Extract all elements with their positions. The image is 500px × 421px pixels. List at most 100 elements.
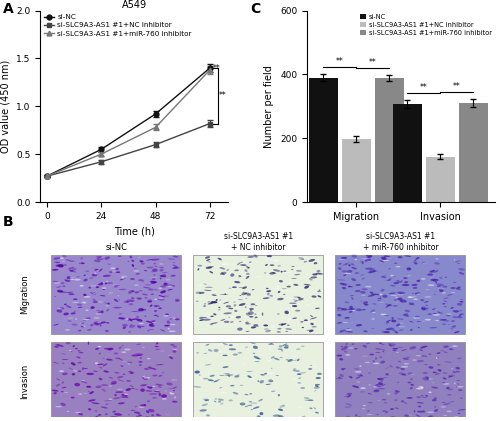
Ellipse shape	[356, 375, 364, 377]
Ellipse shape	[118, 299, 120, 300]
Ellipse shape	[341, 308, 347, 310]
Ellipse shape	[112, 271, 116, 272]
Ellipse shape	[52, 281, 58, 282]
Ellipse shape	[372, 303, 376, 305]
Ellipse shape	[257, 416, 261, 418]
Ellipse shape	[432, 399, 436, 401]
Ellipse shape	[348, 347, 354, 349]
Ellipse shape	[218, 401, 222, 403]
Ellipse shape	[373, 362, 379, 364]
Ellipse shape	[419, 349, 423, 351]
Ellipse shape	[275, 286, 280, 287]
Ellipse shape	[345, 331, 353, 333]
Ellipse shape	[381, 277, 386, 278]
Ellipse shape	[347, 309, 354, 310]
Ellipse shape	[396, 366, 400, 368]
Ellipse shape	[354, 272, 359, 274]
Ellipse shape	[273, 260, 279, 261]
Ellipse shape	[312, 296, 316, 298]
Ellipse shape	[350, 263, 354, 265]
Ellipse shape	[149, 323, 154, 326]
Ellipse shape	[210, 271, 213, 273]
Bar	[393, 104, 422, 202]
Ellipse shape	[248, 405, 252, 406]
Ellipse shape	[172, 256, 178, 258]
Ellipse shape	[390, 295, 398, 296]
Ellipse shape	[170, 317, 176, 319]
Ellipse shape	[208, 266, 214, 268]
Ellipse shape	[406, 357, 410, 358]
Bar	[194, 255, 324, 334]
Ellipse shape	[356, 376, 360, 379]
Ellipse shape	[427, 273, 433, 276]
Ellipse shape	[114, 352, 118, 354]
Ellipse shape	[210, 324, 213, 325]
Ellipse shape	[281, 350, 283, 352]
Ellipse shape	[302, 327, 304, 328]
Ellipse shape	[250, 378, 252, 379]
Ellipse shape	[83, 325, 86, 327]
Ellipse shape	[406, 397, 411, 398]
Ellipse shape	[348, 376, 352, 378]
Ellipse shape	[248, 256, 254, 258]
Ellipse shape	[364, 362, 370, 363]
Ellipse shape	[208, 349, 212, 352]
Ellipse shape	[124, 318, 130, 320]
Ellipse shape	[223, 343, 228, 345]
Ellipse shape	[93, 292, 96, 293]
Ellipse shape	[242, 286, 247, 289]
Ellipse shape	[360, 261, 366, 262]
Ellipse shape	[128, 318, 132, 321]
Ellipse shape	[166, 414, 169, 415]
Ellipse shape	[83, 320, 86, 321]
Ellipse shape	[397, 319, 404, 320]
Ellipse shape	[122, 374, 126, 375]
Ellipse shape	[221, 272, 224, 275]
Ellipse shape	[225, 291, 228, 293]
Ellipse shape	[352, 344, 354, 345]
Ellipse shape	[238, 275, 242, 277]
Ellipse shape	[134, 285, 138, 286]
Ellipse shape	[205, 287, 213, 288]
Ellipse shape	[392, 319, 394, 321]
Ellipse shape	[364, 330, 368, 332]
Ellipse shape	[234, 281, 240, 283]
Ellipse shape	[152, 375, 158, 376]
Ellipse shape	[416, 355, 422, 356]
Ellipse shape	[446, 324, 448, 325]
Ellipse shape	[431, 386, 438, 389]
Ellipse shape	[417, 360, 424, 362]
Ellipse shape	[161, 394, 167, 398]
Ellipse shape	[226, 305, 231, 307]
Ellipse shape	[417, 292, 421, 293]
Ellipse shape	[224, 321, 230, 323]
Ellipse shape	[355, 290, 360, 292]
Ellipse shape	[294, 297, 302, 298]
Ellipse shape	[338, 267, 342, 270]
Ellipse shape	[442, 323, 446, 325]
Ellipse shape	[74, 279, 80, 280]
Ellipse shape	[128, 261, 130, 262]
Ellipse shape	[199, 359, 202, 360]
Ellipse shape	[136, 298, 142, 299]
Ellipse shape	[390, 275, 394, 277]
Ellipse shape	[158, 393, 161, 396]
Ellipse shape	[62, 285, 66, 287]
Ellipse shape	[140, 326, 144, 327]
Ellipse shape	[260, 412, 264, 415]
Ellipse shape	[95, 348, 99, 350]
Ellipse shape	[74, 311, 76, 312]
Ellipse shape	[293, 368, 296, 370]
Ellipse shape	[380, 289, 385, 292]
Ellipse shape	[96, 310, 100, 311]
Ellipse shape	[96, 286, 100, 288]
Ellipse shape	[457, 289, 462, 290]
Ellipse shape	[447, 294, 453, 296]
Ellipse shape	[265, 330, 271, 332]
Ellipse shape	[373, 360, 375, 362]
Ellipse shape	[206, 300, 209, 301]
Text: si-SLC9A3-AS1 #1
+ miR-760 inhibitor: si-SLC9A3-AS1 #1 + miR-760 inhibitor	[362, 232, 438, 252]
Ellipse shape	[344, 317, 350, 319]
Ellipse shape	[378, 400, 380, 401]
Ellipse shape	[234, 324, 236, 325]
